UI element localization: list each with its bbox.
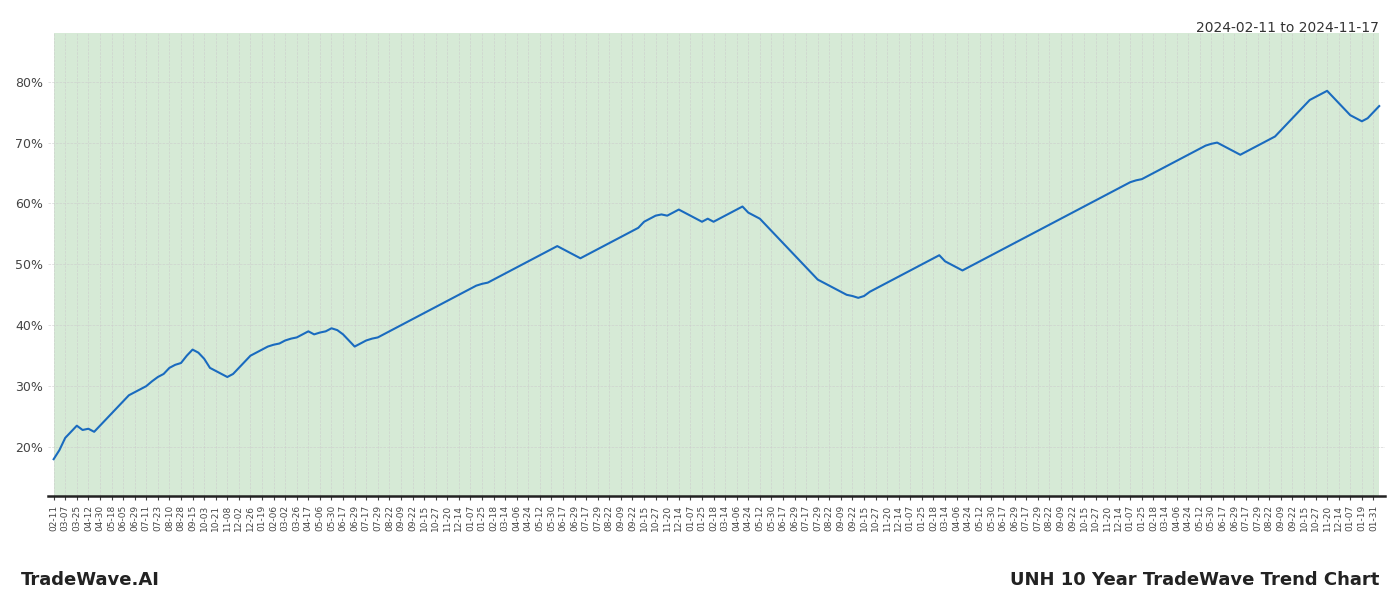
Text: TradeWave.AI: TradeWave.AI xyxy=(21,571,160,589)
Text: UNH 10 Year TradeWave Trend Chart: UNH 10 Year TradeWave Trend Chart xyxy=(1009,571,1379,589)
Text: 2024-02-11 to 2024-11-17: 2024-02-11 to 2024-11-17 xyxy=(1196,21,1379,35)
Bar xyxy=(53,33,1379,496)
